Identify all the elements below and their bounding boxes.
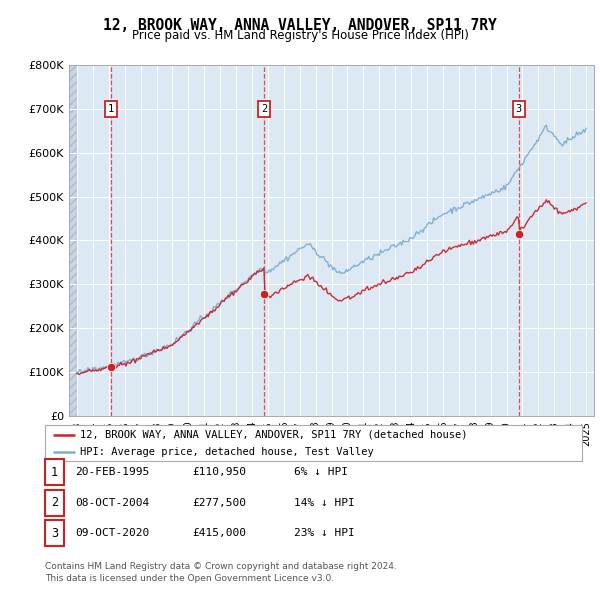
Text: 09-OCT-2020: 09-OCT-2020 xyxy=(75,529,149,538)
Bar xyxy=(69,65,77,416)
Text: This data is licensed under the Open Government Licence v3.0.: This data is licensed under the Open Gov… xyxy=(45,574,334,583)
Text: 1: 1 xyxy=(51,466,58,478)
Text: Contains HM Land Registry data © Crown copyright and database right 2024.: Contains HM Land Registry data © Crown c… xyxy=(45,562,397,571)
Text: £415,000: £415,000 xyxy=(192,529,246,538)
Text: 1: 1 xyxy=(107,104,114,114)
Text: 3: 3 xyxy=(515,104,522,114)
Text: £277,500: £277,500 xyxy=(192,498,246,507)
Text: HPI: Average price, detached house, Test Valley: HPI: Average price, detached house, Test… xyxy=(80,447,374,457)
Text: 12, BROOK WAY, ANNA VALLEY, ANDOVER, SP11 7RY: 12, BROOK WAY, ANNA VALLEY, ANDOVER, SP1… xyxy=(103,18,497,32)
Text: 08-OCT-2004: 08-OCT-2004 xyxy=(75,498,149,507)
Text: 23% ↓ HPI: 23% ↓ HPI xyxy=(294,529,355,538)
Text: 2: 2 xyxy=(261,104,268,114)
Text: 3: 3 xyxy=(51,527,58,540)
Text: £110,950: £110,950 xyxy=(192,467,246,477)
Text: Price paid vs. HM Land Registry's House Price Index (HPI): Price paid vs. HM Land Registry's House … xyxy=(131,30,469,42)
Text: 14% ↓ HPI: 14% ↓ HPI xyxy=(294,498,355,507)
Text: 6% ↓ HPI: 6% ↓ HPI xyxy=(294,467,348,477)
Text: 2: 2 xyxy=(51,496,58,509)
Text: 12, BROOK WAY, ANNA VALLEY, ANDOVER, SP11 7RY (detached house): 12, BROOK WAY, ANNA VALLEY, ANDOVER, SP1… xyxy=(80,430,467,440)
Bar xyxy=(69,65,77,416)
Text: 20-FEB-1995: 20-FEB-1995 xyxy=(75,467,149,477)
